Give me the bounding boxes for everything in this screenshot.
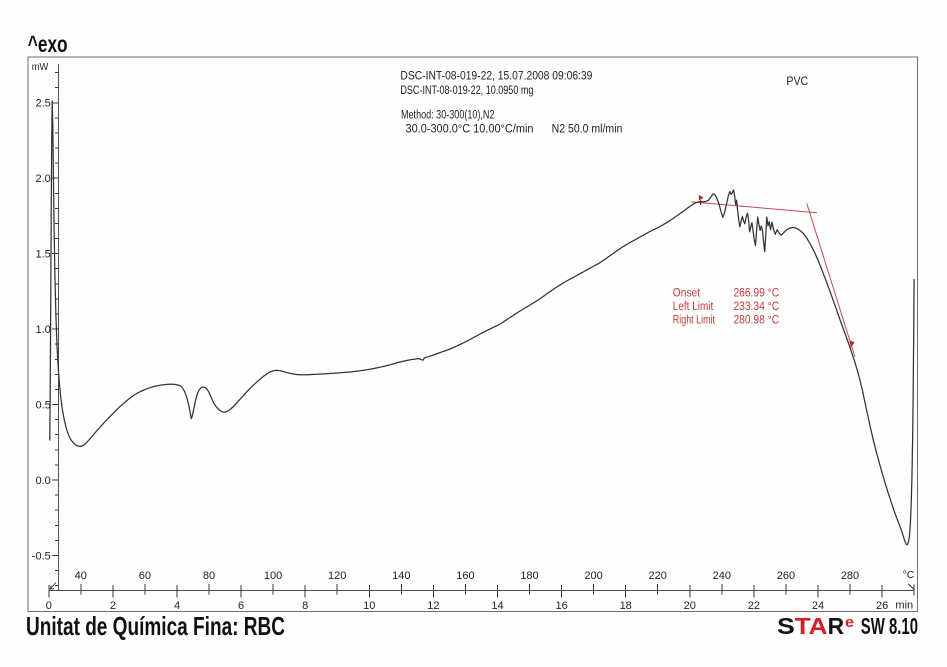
svg-text:2: 2 — [110, 600, 116, 612]
svg-text:280: 280 — [841, 570, 859, 582]
svg-text:^exo: ^exo — [28, 31, 68, 57]
svg-text:Unitat de Química Fina: RBC: Unitat de Química Fina: RBC — [26, 611, 285, 641]
svg-text:60: 60 — [139, 570, 151, 582]
svg-text:30.0-300.0°C 10.00°C/min: 30.0-300.0°C 10.00°C/min — [406, 123, 534, 135]
svg-text:200: 200 — [584, 570, 602, 582]
svg-text:8: 8 — [302, 600, 308, 612]
svg-text:R: R — [828, 613, 845, 639]
svg-text:233.34 °C: 233.34 °C — [734, 301, 780, 313]
svg-text:240: 240 — [713, 570, 731, 582]
svg-text:0.5: 0.5 — [36, 399, 51, 411]
svg-text:S: S — [777, 613, 795, 639]
svg-text:260: 260 — [777, 570, 795, 582]
svg-text:Onset: Onset — [673, 288, 701, 300]
svg-text:160: 160 — [456, 570, 474, 582]
svg-text:26: 26 — [876, 600, 888, 612]
svg-text:N2 50.0 ml/min: N2 50.0 ml/min — [552, 123, 623, 135]
svg-text:14: 14 — [491, 600, 503, 612]
svg-text:TA: TA — [795, 613, 828, 639]
svg-text:1.0: 1.0 — [36, 324, 51, 336]
svg-text:0: 0 — [46, 600, 52, 612]
svg-text:Left Limit: Left Limit — [673, 301, 714, 313]
svg-text:-0.5: -0.5 — [32, 550, 51, 562]
svg-text:100: 100 — [264, 570, 282, 582]
svg-text:20: 20 — [684, 600, 696, 612]
svg-text:120: 120 — [328, 570, 346, 582]
svg-text:10: 10 — [363, 600, 375, 612]
svg-text:40: 40 — [75, 570, 87, 582]
svg-text:6: 6 — [238, 600, 244, 612]
svg-text:SW 8.10: SW 8.10 — [861, 613, 918, 639]
svg-text:DSC-INT-08-019-22, 10.0950 mg: DSC-INT-08-019-22, 10.0950 mg — [400, 85, 533, 97]
svg-text:PVC: PVC — [786, 76, 808, 88]
svg-text:°C: °C — [903, 569, 915, 581]
svg-text:18: 18 — [620, 600, 632, 612]
svg-text:16: 16 — [555, 600, 567, 612]
svg-text:22: 22 — [748, 600, 760, 612]
svg-text:280.98 °C: 280.98 °C — [734, 315, 780, 327]
svg-text:2.5: 2.5 — [36, 98, 51, 110]
svg-text:24: 24 — [812, 600, 824, 612]
svg-text:12: 12 — [427, 600, 439, 612]
svg-text:min: min — [895, 600, 913, 612]
svg-text:266.99 °C: 266.99 °C — [734, 288, 780, 300]
svg-text:140: 140 — [392, 570, 410, 582]
svg-text:80: 80 — [203, 570, 215, 582]
svg-text:1.5: 1.5 — [36, 249, 51, 261]
svg-text:Method: 30-300(10),N2: Method: 30-300(10),N2 — [401, 110, 495, 122]
svg-text:220: 220 — [649, 570, 667, 582]
svg-text:DSC-INT-08-019-22, 15.07.2008: DSC-INT-08-019-22, 15.07.2008 09:06:39 — [400, 71, 592, 83]
svg-text:Right Limit: Right Limit — [673, 315, 716, 327]
svg-text:mW: mW — [32, 62, 49, 73]
svg-text:e: e — [845, 614, 854, 631]
svg-text:4: 4 — [174, 600, 180, 612]
svg-text:0.0: 0.0 — [36, 475, 51, 487]
svg-text:180: 180 — [520, 570, 538, 582]
svg-text:2.0: 2.0 — [36, 173, 51, 185]
